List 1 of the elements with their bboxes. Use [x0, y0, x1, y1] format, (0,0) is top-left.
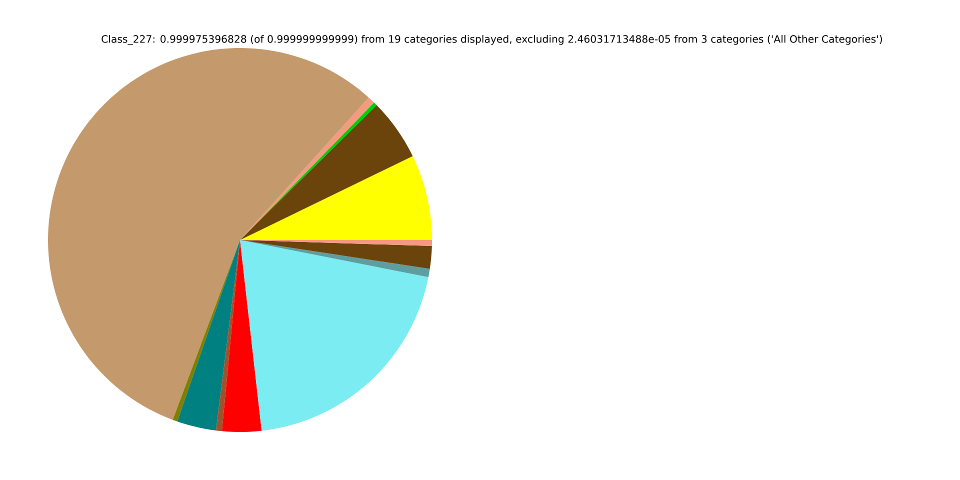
text: Class_227: 0.999975396828 (of 0.999999999999) from 19 categories displayed, excluding 2.46031713488e-05 from 3 categories ('All Other Categories')	[102, 34, 882, 46]
